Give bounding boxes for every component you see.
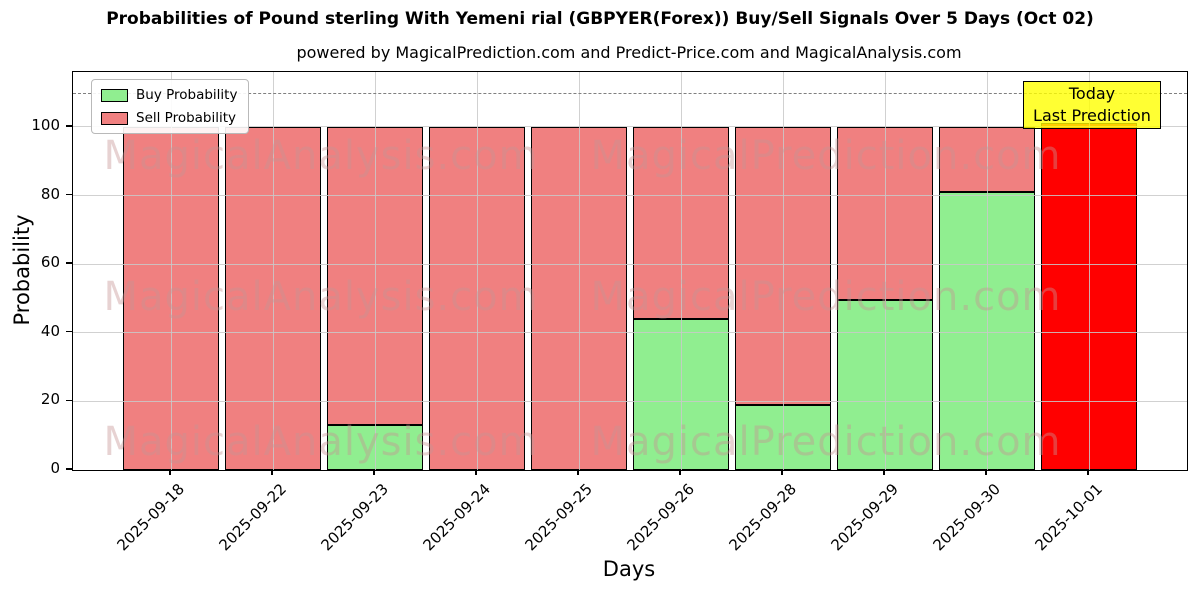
- y-tick-label: 40: [40, 321, 60, 340]
- x-tick-label-text: 2025-10-01: [1031, 480, 1106, 555]
- v-gridline: [884, 72, 886, 470]
- today-annotation-line2: Last Prediction: [1033, 106, 1151, 125]
- watermark-magicalanalysis: MagicalAnalysis.com: [103, 274, 539, 320]
- y-tick: [66, 262, 72, 264]
- y-tick: [66, 399, 72, 402]
- y-tick-label: 0: [50, 459, 60, 477]
- x-tick: [679, 470, 681, 475]
- y-tick-label: 60: [40, 253, 60, 272]
- y-tick-label: 80: [40, 184, 60, 203]
- plot-area: Buy Probability Sell Probability Today L…: [72, 71, 1188, 471]
- h-gridline: [73, 126, 1187, 128]
- watermark-magicalprediction: MagicalPrediction.com: [590, 274, 1062, 320]
- x-tick-label-text: 2025-09-24: [419, 480, 494, 555]
- legend: Buy Probability Sell Probability: [91, 79, 250, 134]
- v-gridline: [272, 72, 274, 470]
- h-gridline: [73, 263, 1187, 265]
- x-tick-label-text: 2025-09-30: [929, 480, 1004, 555]
- sell-swatch-icon: [101, 111, 128, 125]
- legend-label-sell: Sell Probability: [136, 110, 237, 126]
- today-annotation-line1: Today: [1068, 84, 1116, 103]
- h-gridline: [73, 400, 1187, 402]
- x-tick: [475, 470, 477, 475]
- watermark-magicalanalysis: MagicalAnalysis.com: [103, 419, 539, 465]
- v-gridline: [782, 72, 784, 470]
- v-gridline: [1088, 72, 1090, 470]
- x-tick: [271, 470, 273, 475]
- y-tick: [66, 331, 72, 333]
- y-tick-label: 100: [31, 115, 60, 134]
- x-tick-label-text: 2025-09-29: [827, 480, 902, 555]
- y-tick: [66, 125, 72, 127]
- x-tick-label-text: 2025-09-23: [317, 480, 392, 555]
- v-gridline: [578, 72, 580, 470]
- v-gridline: [476, 72, 478, 470]
- x-tick-label-text: 2025-09-18: [113, 480, 188, 555]
- x-tick: [781, 470, 783, 475]
- v-gridline: [170, 72, 172, 470]
- x-tick: [577, 470, 579, 475]
- buy-swatch-icon: [101, 88, 128, 102]
- chart-subtitle: powered by MagicalPrediction.com and Pre…: [296, 43, 962, 62]
- v-gridline: [374, 72, 376, 470]
- h-gridline: [73, 195, 1187, 197]
- legend-label-buy: Buy Probability: [136, 87, 238, 103]
- h-gridline: [73, 332, 1187, 334]
- x-tick: [169, 470, 171, 475]
- reference-dashed-line: [73, 92, 1187, 94]
- chart-title: Probabilities of Pound sterling With Yem…: [106, 9, 1094, 29]
- x-tick-label-text: 2025-09-25: [521, 480, 596, 555]
- x-tick-label-text: 2025-09-22: [215, 480, 290, 555]
- y-tick: [66, 468, 72, 470]
- x-tick: [883, 470, 885, 475]
- x-tick: [373, 470, 375, 475]
- x-axis-label: Days: [602, 557, 656, 581]
- v-gridline: [680, 72, 682, 470]
- watermark-magicalprediction: MagicalPrediction.com: [590, 133, 1062, 179]
- watermark-magicalanalysis: MagicalAnalysis.com: [103, 133, 539, 179]
- legend-item-buy: Buy Probability: [101, 87, 237, 103]
- x-tick-label-text: 2025-09-28: [725, 480, 800, 555]
- x-tick: [1087, 470, 1089, 475]
- x-tick-label-text: 2025-09-26: [623, 480, 698, 555]
- watermark-magicalprediction: MagicalPrediction.com: [590, 419, 1062, 465]
- today-annotation: Today Last Prediction: [1023, 81, 1161, 129]
- y-tick: [66, 193, 72, 196]
- y-tick-label: 20: [40, 390, 60, 409]
- x-tick: [985, 470, 987, 475]
- v-gridline: [986, 72, 988, 470]
- legend-item-sell: Sell Probability: [101, 110, 237, 126]
